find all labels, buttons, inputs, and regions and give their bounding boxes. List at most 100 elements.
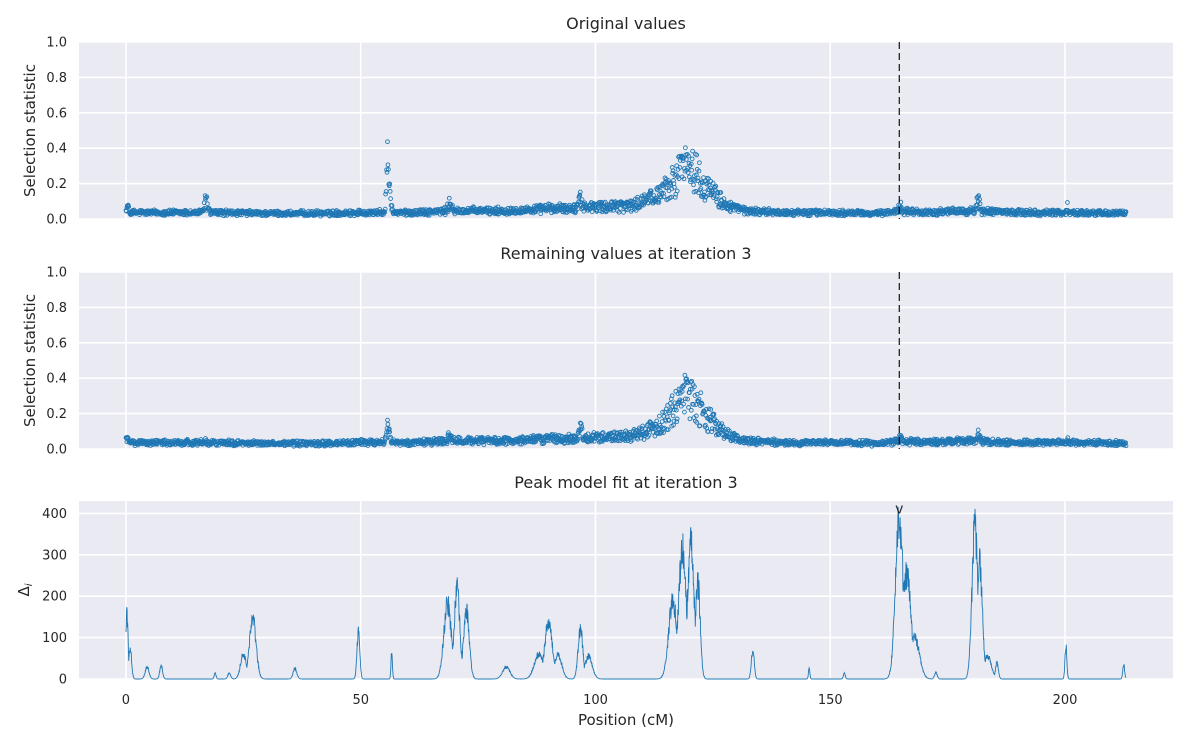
data-point xyxy=(659,190,665,196)
data-point xyxy=(683,157,689,162)
y-tick-label: 1.0 xyxy=(46,36,67,51)
data-point xyxy=(599,430,605,436)
data-point xyxy=(385,162,391,168)
data-point xyxy=(446,195,452,201)
data-point xyxy=(681,382,687,388)
y-axis-label: Δi xyxy=(15,583,35,596)
y-tick-label: 0.6 xyxy=(46,336,67,351)
data-point xyxy=(689,167,695,173)
data-point xyxy=(696,168,702,174)
data-point xyxy=(709,429,715,435)
data-point xyxy=(979,212,985,218)
y-tick-label: 0.4 xyxy=(46,372,67,387)
data-point xyxy=(699,402,705,407)
data-point xyxy=(1123,443,1129,449)
data-point xyxy=(381,441,387,446)
data-point xyxy=(687,416,693,422)
panel-title: Peak model fit at iteration 3 xyxy=(514,473,737,492)
data-point xyxy=(709,426,715,432)
data-point xyxy=(446,207,451,213)
data-point xyxy=(686,405,691,410)
data-point xyxy=(713,183,719,189)
data-point xyxy=(689,156,695,162)
data-point xyxy=(383,191,388,197)
data-point xyxy=(694,152,700,158)
data-point xyxy=(203,195,209,201)
y-tick-labels: 0 100 200 300 400 xyxy=(42,507,67,688)
data-point xyxy=(205,201,210,207)
data-point xyxy=(576,199,581,205)
data-point xyxy=(1022,437,1028,443)
data-point xyxy=(711,411,717,417)
data-point xyxy=(672,184,677,190)
data-point xyxy=(680,155,685,161)
data-point xyxy=(674,416,680,422)
data-point xyxy=(578,421,584,426)
data-point xyxy=(714,199,720,205)
data-point xyxy=(694,420,700,425)
data-point xyxy=(648,188,654,194)
data-point xyxy=(688,161,694,167)
data-point xyxy=(702,189,707,195)
data-point xyxy=(975,427,981,433)
data-point xyxy=(977,196,982,202)
data-point xyxy=(690,148,695,154)
data-point xyxy=(665,427,671,433)
data-point xyxy=(582,200,588,206)
data-point xyxy=(629,437,635,443)
data-point xyxy=(667,401,673,406)
y-axis-label-main: Δ xyxy=(15,586,33,597)
data-point xyxy=(382,206,388,212)
plot-area xyxy=(79,272,1173,449)
y-tick-label: 0.2 xyxy=(46,177,67,192)
data-point xyxy=(639,193,645,199)
data-point xyxy=(688,379,694,385)
data-point xyxy=(656,200,662,205)
scatter-series xyxy=(123,139,1129,219)
panel-peak-model-fit: 0 100 200 300 400 0 50 100 150 200 v Peak model … xyxy=(15,473,1173,729)
data-point xyxy=(386,167,391,172)
data-point xyxy=(662,425,667,431)
data-point xyxy=(1123,440,1128,446)
data-point xyxy=(621,210,626,215)
data-point xyxy=(617,206,623,211)
data-point xyxy=(682,372,688,378)
data-point xyxy=(682,409,687,415)
data-point xyxy=(727,428,732,434)
y-tick-label: 400 xyxy=(42,507,67,522)
grid xyxy=(79,271,1173,450)
data-point xyxy=(686,161,692,166)
data-point xyxy=(577,433,582,439)
data-point xyxy=(442,212,448,218)
data-point xyxy=(693,402,699,407)
data-point xyxy=(234,213,240,219)
grid xyxy=(79,41,1173,220)
data-point xyxy=(974,206,979,212)
data-point xyxy=(387,189,393,194)
data-point xyxy=(481,442,487,448)
panel-title: Original values xyxy=(566,14,686,33)
data-point xyxy=(702,197,708,203)
panel-title: Remaining values at iteration 3 xyxy=(500,244,751,263)
data-point xyxy=(955,442,961,447)
y-axis-label: Selection statistic xyxy=(21,294,39,427)
data-point xyxy=(204,194,210,200)
data-point xyxy=(652,195,658,201)
data-point xyxy=(713,196,719,202)
data-point xyxy=(670,168,676,174)
data-point xyxy=(648,190,654,196)
data-point xyxy=(624,207,630,213)
data-point xyxy=(703,406,709,412)
y-tick-label: 1.0 xyxy=(46,266,67,281)
data-point xyxy=(646,427,651,433)
data-point xyxy=(698,186,704,191)
data-point xyxy=(712,426,718,432)
data-point xyxy=(382,209,388,215)
data-point xyxy=(561,202,566,208)
data-point xyxy=(1065,200,1070,205)
data-point xyxy=(685,170,691,175)
x-tick-label: 100 xyxy=(583,693,608,708)
data-point xyxy=(645,200,651,206)
data-point xyxy=(669,393,675,399)
data-point xyxy=(388,434,393,440)
